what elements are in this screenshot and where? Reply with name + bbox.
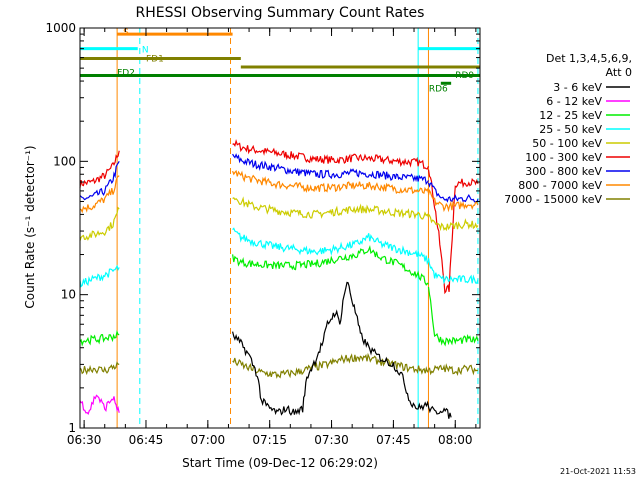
series-line-100-300-kev-2 (427, 169, 479, 295)
series-line-12-25-kev-1 (232, 244, 429, 286)
series-line-300-800-kev-2 (427, 182, 479, 204)
series-line-50-100-kev-1 (232, 196, 430, 220)
series-line-3-6-kev-0 (232, 281, 452, 419)
flag-label-fd1: FD1 (146, 55, 164, 65)
series-line-25-50-kev-0 (79, 264, 120, 288)
y-tick-label: 10 (61, 288, 76, 302)
x-tick-label: 07:15 (252, 433, 287, 447)
series-line-50-100-kev-2 (428, 213, 479, 232)
x-tick-label: 07:45 (376, 433, 411, 447)
series-line-6-12-kev-0 (79, 394, 120, 415)
legend-header-line-2: Att 0 (606, 66, 632, 79)
x-tick-label: 07:30 (314, 433, 349, 447)
legend-label-100-300-kev: 100 - 300 keV (525, 151, 602, 164)
flag-label-rd9: RD9 (455, 71, 474, 81)
series-line-800-7000-kev-0 (79, 175, 120, 214)
x-tick-label: 06:30 (67, 433, 102, 447)
series-line-12-25-kev-2 (427, 286, 479, 347)
legend-label-12-25-kev: 12 - 25 keV (539, 109, 602, 122)
series-line-7000-15000-kev-0 (79, 361, 120, 376)
flag-label-s: S (123, 28, 129, 38)
series-line-300-800-kev-1 (232, 153, 430, 186)
legend-label-7000-15000-kev: 7000 - 15000 keV (504, 193, 602, 206)
flag-label-rd6: RD6 (429, 84, 448, 94)
plot-frame (79, 27, 481, 429)
legend-label-50-100-kev: 50 - 100 keV (532, 137, 602, 150)
flag-label-n: N (142, 46, 149, 56)
legend-header-line-1: Det 1,3,4,5,6,9, (546, 52, 632, 65)
y-tick-label: 1000 (45, 21, 76, 35)
series-line-50-100-kev-0 (79, 206, 120, 241)
series-line-25-50-kev-2 (427, 258, 479, 285)
legend-label-25-50-kev: 25 - 50 keV (539, 123, 602, 136)
series-line-800-7000-kev-2 (427, 188, 479, 213)
flag-label-fd2: FD2 (117, 69, 135, 79)
x-tick-label: 07:00 (191, 433, 226, 447)
y-tick-label: 100 (53, 154, 76, 168)
series-line-800-7000-kev-1 (232, 169, 430, 194)
y-tick-label: 1 (68, 421, 76, 435)
x-tick-label: 08:00 (438, 433, 473, 447)
axes: 1 10 100 1000 06:30 06:45 07:00 07:15 07:30 07:45… (45, 21, 481, 447)
chart-title: RHESSI Observing Summary Count Rates (136, 5, 425, 21)
series-line-100-300-kev-1 (232, 139, 430, 170)
x-tick-label: 06:45 (129, 433, 164, 447)
series-line-300-800-kev-0 (79, 160, 120, 201)
x-axis-label: Start Time (09-Dec-12 06:29:02) (182, 456, 378, 470)
legend-label-6-12-kev: 6 - 12 keV (546, 95, 602, 108)
series-line-12-25-kev-0 (79, 329, 120, 347)
series-line-25-50-kev-1 (232, 227, 430, 266)
legend-label-800-7000-kev: 800 - 7000 keV (518, 179, 602, 192)
legend-label-3-6-kev: 3 - 6 keV (553, 81, 602, 94)
series-line-7000-15000-kev-2 (428, 363, 478, 376)
legend-label-300-800-kev: 300 - 800 keV (525, 165, 602, 178)
y-axis-label: Count Rate (s⁻¹ detector⁻¹) (23, 145, 37, 308)
date-stamp: 21-Oct-2021 11:53 (560, 467, 636, 476)
series-line-100-300-kev-0 (79, 150, 120, 188)
series-line-7000-15000-kev-1 (232, 352, 429, 379)
